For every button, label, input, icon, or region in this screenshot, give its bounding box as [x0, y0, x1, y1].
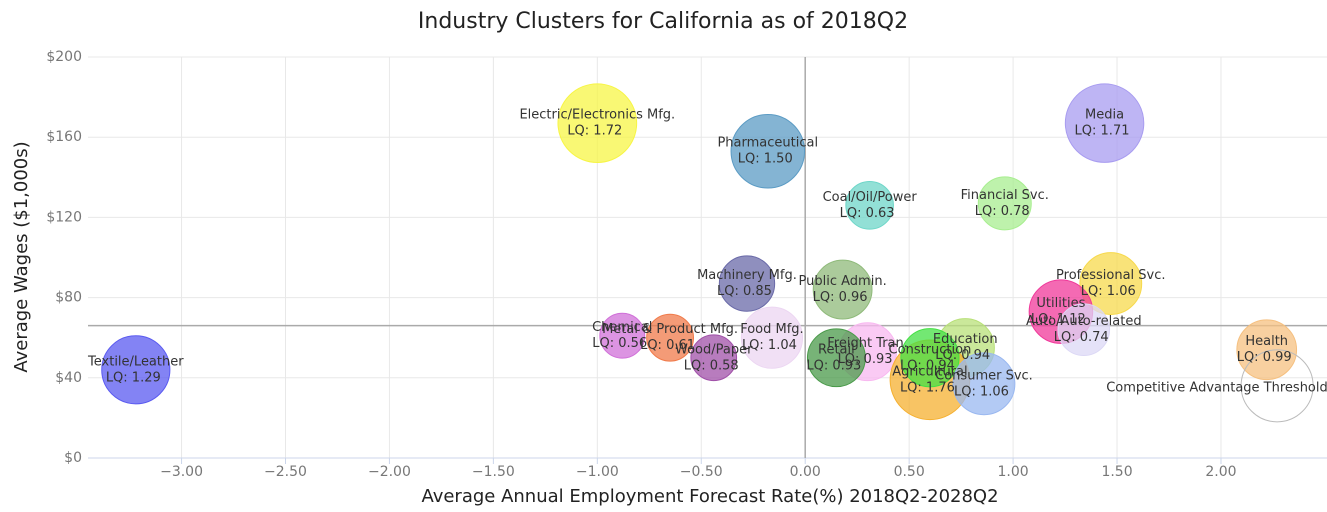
bubble	[1057, 303, 1111, 356]
bubble	[599, 312, 646, 359]
bubble-lq-label: LQ: 0.63	[840, 206, 895, 221]
bubble	[1079, 252, 1143, 315]
x-tick-label: −0.50	[680, 464, 723, 480]
bubble	[845, 181, 894, 230]
bubble-name: Food Mfg.	[740, 322, 803, 337]
bubble-lq-label: LQ: 1.76	[900, 380, 955, 395]
bubble-lq-label: LQ: 1.12	[1031, 312, 1086, 327]
bubble-name: Chemical	[592, 320, 652, 335]
bubble-lq-label: LQ: 1.06	[1081, 284, 1136, 299]
bubble-name: Education	[933, 332, 998, 347]
bubble	[812, 259, 873, 320]
bubble-lq-label: LQ: 0.94	[935, 348, 990, 363]
bubble-name: Pharmaceutical	[717, 136, 818, 151]
bubble	[740, 306, 804, 369]
bubble-name: Textile/Leather	[87, 354, 184, 369]
bubble-name: Metal & Product Mfg.	[602, 322, 738, 337]
bubble-lq-label: LQ: 1.71	[1075, 124, 1130, 139]
bubble-lq-label: LQ: 0.56	[592, 336, 647, 351]
bubble-lq-label: LQ: 0.85	[717, 284, 772, 299]
bubble-lq-label: LQ: 1.29	[106, 370, 161, 385]
bubble-name: Machinery Mfg.	[697, 268, 797, 283]
bubble-name: Professional Svc.	[1056, 268, 1165, 283]
bubble-name: Public Admin.	[799, 274, 887, 289]
bubble	[557, 83, 638, 164]
bubble	[646, 313, 695, 362]
x-tick-label: 0.00	[790, 464, 821, 480]
x-tick-label: −2.00	[368, 464, 411, 480]
bubble-lq-label: LQ: 0.99	[1237, 350, 1292, 365]
y-tick-label: $40	[55, 370, 82, 386]
x-tick-label: 1.00	[998, 464, 1029, 480]
bubble	[952, 352, 1016, 416]
threshold-bubble	[1240, 349, 1314, 423]
x-tick-label: 0.50	[894, 464, 925, 480]
bubble-lq-label: LQ: 0.58	[684, 358, 739, 373]
bubble-lq-label: LQ: 0.61	[640, 338, 695, 353]
bubble	[101, 335, 171, 405]
x-tick-label: −1.00	[576, 464, 619, 480]
bubble-lq-label: LQ: 1.04	[742, 338, 797, 353]
x-axis-label: Average Annual Employment Forecast Rate(…	[421, 486, 998, 507]
y-tick-label: $80	[55, 290, 82, 306]
bubble-name: Wood/Paper	[675, 342, 753, 357]
y-tick-label: $200	[46, 49, 82, 65]
bubble-lq-label: LQ: 0.74	[1054, 330, 1109, 345]
bubble-name: Utilities	[1036, 296, 1085, 311]
x-tick-label: 2.00	[1205, 464, 1236, 480]
bubble	[690, 334, 738, 382]
bubble	[718, 255, 776, 312]
y-axis-label: Average Wages ($1,000s)	[11, 141, 32, 372]
bubble-lq-label: LQ: 1.50	[738, 152, 793, 167]
bubble-name: Freight Tran.	[827, 336, 908, 351]
threshold-label: Competitive Advantage Threshold	[1106, 380, 1327, 395]
bubble-lq-label: LQ: 1.06	[954, 384, 1009, 399]
bubble	[1236, 319, 1298, 381]
bubble-name: Coal/Oil/Power	[823, 190, 918, 205]
bubble-lq-label: LQ: 1.72	[567, 124, 622, 139]
bubble-lq-label: LQ: 0.78	[975, 204, 1030, 219]
x-tick-label: 1.50	[1101, 464, 1132, 480]
x-tick-label: −1.50	[472, 464, 515, 480]
bubble-name: Consumer Svc.	[935, 368, 1033, 383]
bubble-lq-label: LQ: 0.96	[813, 290, 868, 305]
y-tick-label: $120	[46, 209, 82, 225]
bubble	[730, 113, 806, 189]
bubble	[1064, 83, 1145, 163]
bubble-name: Media	[1085, 108, 1124, 123]
bubble-name: Health	[1245, 334, 1288, 349]
x-tick-label: −3.00	[160, 464, 203, 480]
bubble-name: Retail	[818, 342, 855, 357]
bubble	[977, 176, 1032, 231]
bubble-lq-label: LQ: 0.93	[806, 358, 861, 373]
bubble-name: Construction	[889, 342, 972, 357]
x-tick-label: −2.50	[264, 464, 307, 480]
bubble-name: Electric/Electronics Mfg.	[519, 108, 675, 123]
chart-title: Industry Clusters for California as of 2…	[418, 9, 908, 34]
bubble	[806, 328, 866, 388]
y-tick-label: $0	[64, 450, 82, 466]
bubble-name: Agricultural	[892, 364, 967, 379]
bubble-lq-label: LQ: 0.93	[838, 352, 893, 367]
bubble	[900, 328, 960, 388]
y-tick-label: $160	[46, 129, 82, 145]
bubble-name: Auto/Auto-related	[1026, 314, 1142, 329]
bubble-name: Financial Svc.	[961, 188, 1049, 203]
bubble-lq-label: LQ: 0.94	[900, 358, 955, 373]
